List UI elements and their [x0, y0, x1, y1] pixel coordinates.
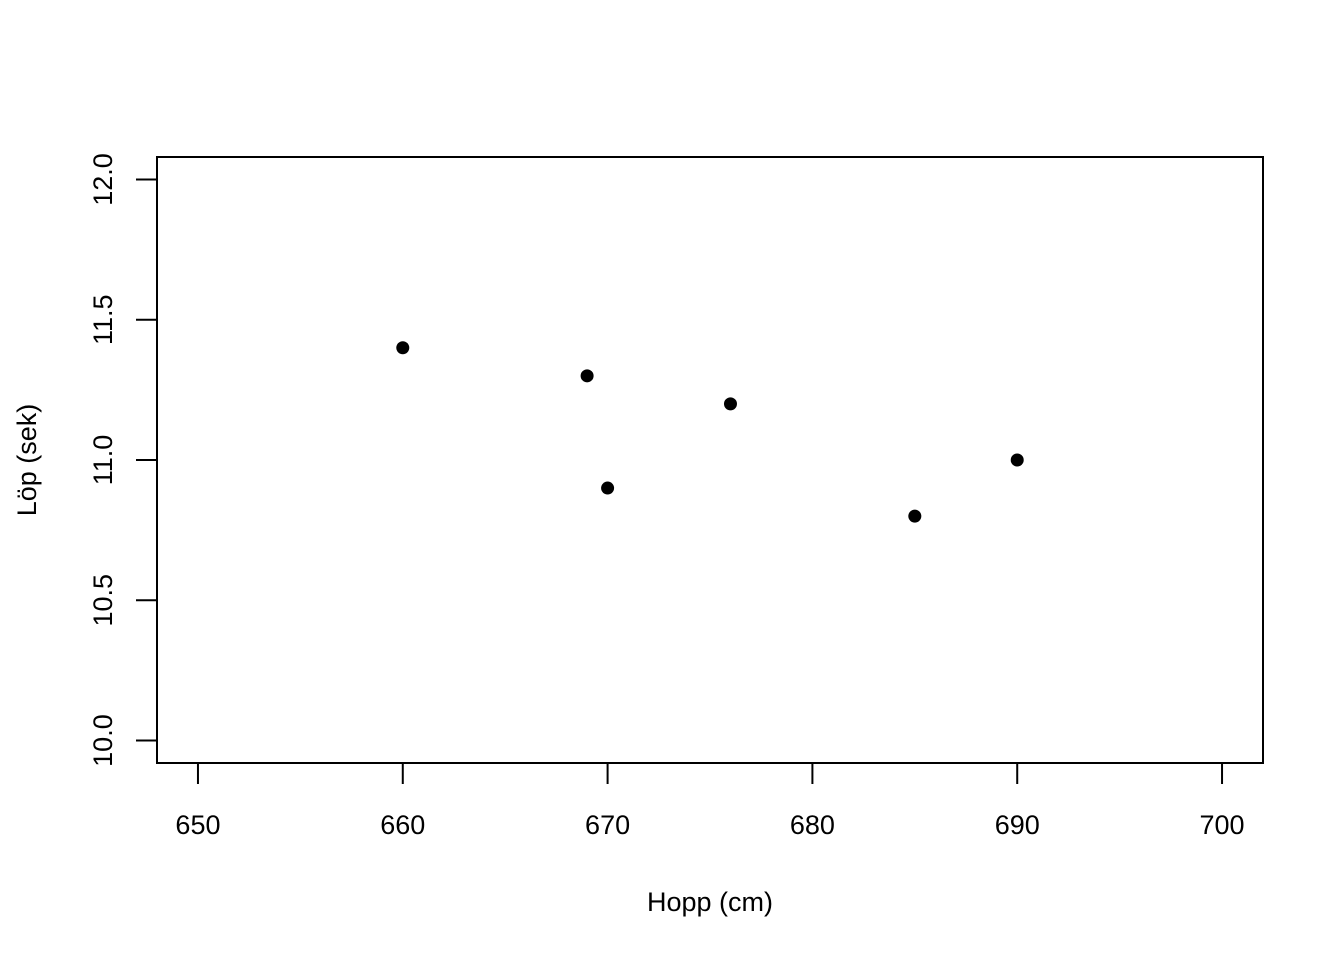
data-point: [723, 397, 737, 411]
data-point: [908, 509, 922, 523]
data-points: [396, 341, 1024, 523]
x-tick-label: 680: [790, 810, 835, 840]
x-tick-label: 670: [585, 810, 630, 840]
y-tick-label: 12.0: [88, 153, 118, 206]
y-tick-label: 10.0: [88, 714, 118, 767]
y-tick-label: 11.5: [88, 294, 118, 345]
x-axis-label: Hopp (cm): [647, 887, 773, 917]
x-tick-label: 660: [380, 810, 425, 840]
data-point: [1010, 453, 1024, 467]
x-tick-label: 700: [1200, 810, 1245, 840]
data-point: [601, 481, 615, 495]
x-axis: 650 660 670 680 690 700: [175, 762, 1245, 840]
y-axis-label: Löp (sek): [12, 404, 42, 517]
y-tick-label: 10.5: [88, 574, 118, 627]
y-tick-label: 11.0: [88, 435, 118, 486]
data-point: [580, 369, 594, 383]
plot-frame: [156, 156, 1264, 764]
x-tick-label: 690: [995, 810, 1040, 840]
x-tick-label: 650: [175, 810, 220, 840]
y-axis: 10.0 10.5 11.0 11.5 12.0: [88, 153, 158, 767]
data-point: [396, 341, 410, 355]
